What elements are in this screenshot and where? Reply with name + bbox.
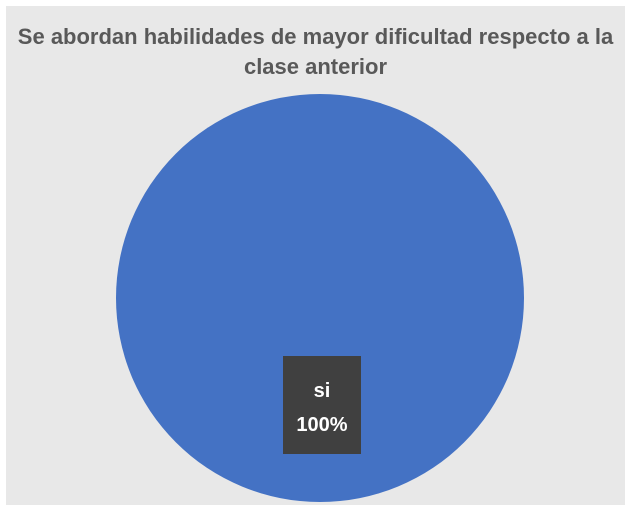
pie-slice-si [116,94,524,502]
data-label-box [283,356,361,454]
chart-area: Se abordan habilidades de mayor dificult… [6,6,625,505]
data-label-category: si [314,380,331,402]
data-label-si: si 100% [283,356,361,454]
data-label-percent: 100% [296,414,347,436]
pie-chart: si 100% [116,94,524,502]
chart-title: Se abordan habilidades de mayor dificult… [17,24,614,79]
